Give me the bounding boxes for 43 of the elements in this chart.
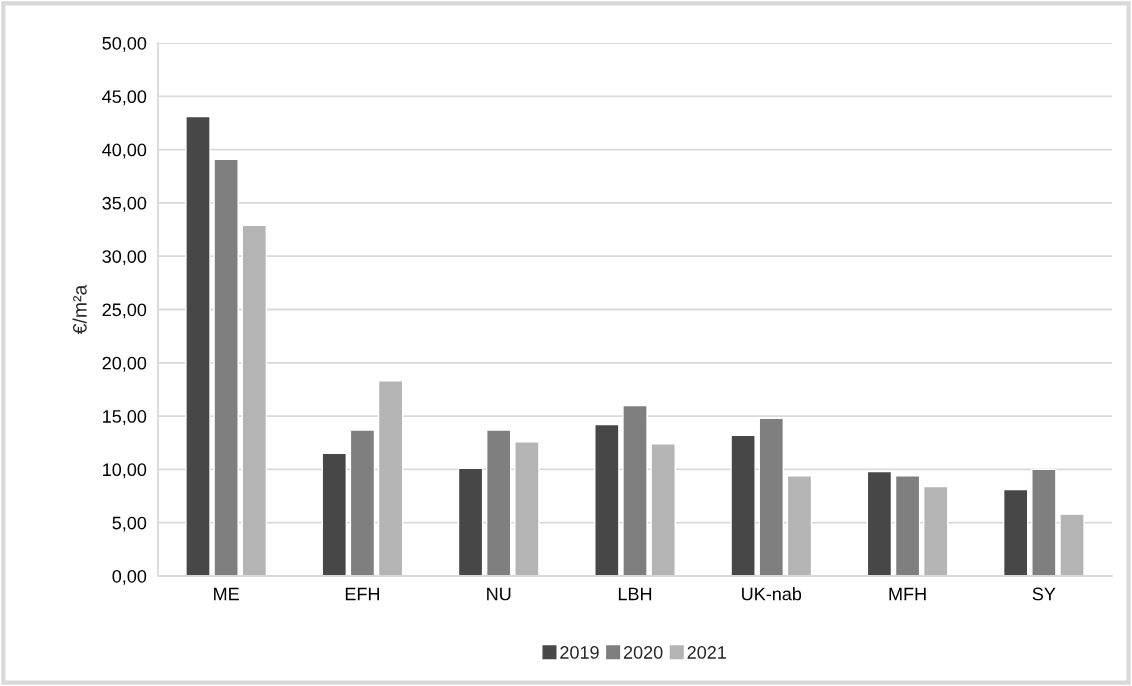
bar [1002, 488, 1029, 576]
bar [894, 475, 921, 576]
bar [594, 423, 620, 576]
y-tick-label: 10,00 [103, 463, 147, 479]
x-tick-label: ME [214, 587, 239, 601]
y-axis-title: €/m²a [72, 284, 87, 335]
bar [622, 404, 648, 576]
bar [485, 429, 512, 576]
y-tick-label: 35,00 [102, 196, 147, 212]
bar [866, 470, 893, 576]
bar [786, 475, 813, 576]
bar [758, 417, 785, 576]
bar [457, 467, 484, 576]
x-tick-label: MFH [889, 587, 926, 601]
y-tick-label: 50,00 [102, 36, 147, 52]
y-tick-label: 15,00 [103, 410, 147, 425]
bar [650, 443, 676, 576]
legend-label: 2021 [687, 646, 726, 659]
x-tick-label: EFH [345, 587, 380, 601]
y-tick-label: 5,00 [112, 516, 147, 532]
y-tick-label: 20,00 [102, 356, 147, 372]
bar [1031, 468, 1057, 576]
y-tick-label: 40,00 [102, 143, 147, 159]
legend-label: 2020 [623, 646, 663, 659]
bar [349, 429, 376, 576]
y-tick-label: 25,00 [102, 303, 147, 319]
y-tick-label: 30,00 [102, 250, 147, 266]
bar [923, 485, 949, 576]
x-tick-label: UK-nab [742, 587, 802, 601]
legend-label: 2019 [560, 646, 599, 659]
bar [241, 224, 268, 576]
bar [730, 434, 756, 576]
bar [185, 115, 211, 576]
x-tick-label: NU [487, 587, 511, 601]
y-tick-label: 0,00 [112, 569, 147, 585]
bar [213, 158, 239, 576]
bar [321, 452, 347, 576]
x-tick-label: LBH [618, 587, 652, 601]
x-tick-label: SY [1032, 587, 1056, 601]
bar [514, 440, 540, 576]
bar [377, 380, 404, 576]
bar [1059, 513, 1085, 576]
y-tick-label: 45,00 [102, 90, 147, 106]
